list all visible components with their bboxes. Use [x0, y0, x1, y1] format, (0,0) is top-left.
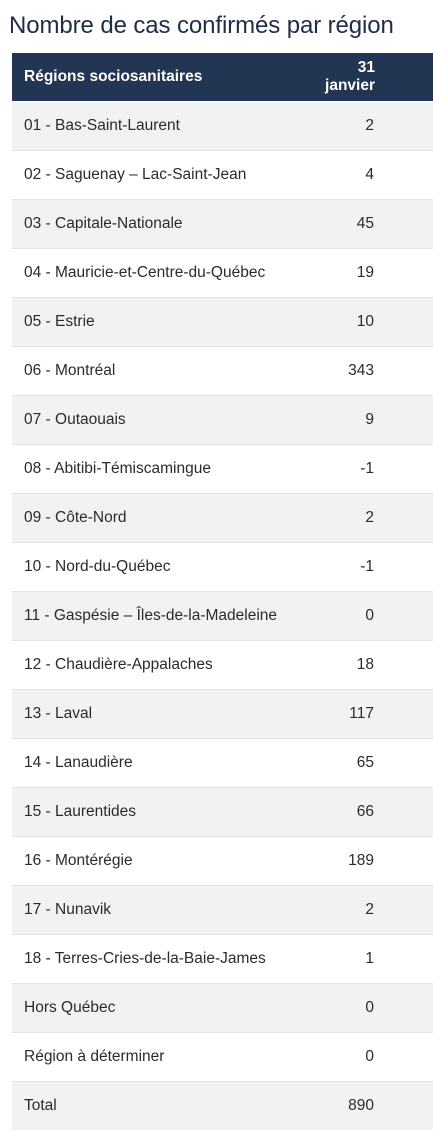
case-count-cell: 2: [312, 493, 433, 543]
region-name-cell: Total: [12, 1081, 312, 1130]
table-row: 09 - Côte-Nord 2: [12, 493, 433, 543]
table-body: 01 - Bas-Saint-Laurent 2 02 - Saguenay – L…: [12, 101, 433, 1130]
table-row: 14 - Lanaudière 65: [12, 738, 433, 788]
case-count-cell: 18: [312, 640, 433, 690]
table-row: 18 - Terres-Cries-de-la-Baie-James 1: [12, 934, 433, 984]
table-row: 02 - Saguenay – Lac-Saint-Jean 4: [12, 150, 433, 200]
table-row: 12 - Chaudière-Appalaches 18: [12, 640, 433, 690]
region-name-cell: 18 - Terres-Cries-de-la-Baie-James: [12, 934, 312, 984]
case-count-cell: 0: [312, 983, 433, 1033]
case-count-cell: 189: [312, 836, 433, 886]
region-name-cell: 17 - Nunavik: [12, 885, 312, 935]
case-count-cell: 343: [312, 346, 433, 396]
region-name-cell: 12 - Chaudière-Appalaches: [12, 640, 312, 690]
case-count-cell: 117: [312, 689, 433, 739]
cases-table-container: Régions sociosanitaires 31 janvier 01 - …: [12, 53, 433, 1130]
table-row: 05 - Estrie 10: [12, 297, 433, 347]
table-row: 11 - Gaspésie – Îles-de-la-Madeleine 0: [12, 591, 433, 641]
region-name-cell: 14 - Lanaudière: [12, 738, 312, 788]
case-count-cell: 2: [312, 885, 433, 935]
region-name-cell: Hors Québec: [12, 983, 312, 1033]
case-count-cell: -1: [312, 542, 433, 592]
region-name-cell: 08 - Abitibi-Témiscamingue: [12, 444, 312, 494]
region-name-cell: 15 - Laurentides: [12, 787, 312, 837]
case-count-cell: 45: [312, 199, 433, 249]
case-count-cell: 65: [312, 738, 433, 788]
region-name-cell: 10 - Nord-du-Québec: [12, 542, 312, 592]
case-count-cell: -1: [312, 444, 433, 494]
table-row: 16 - Montérégie 189: [12, 836, 433, 886]
column-header-region[interactable]: Régions sociosanitaires: [12, 53, 312, 102]
table-row: Région à déterminer 0: [12, 1032, 433, 1082]
table-header: Régions sociosanitaires 31 janvier: [12, 53, 433, 102]
region-name-cell: 02 - Saguenay – Lac-Saint-Jean: [12, 150, 312, 200]
region-name-cell: 01 - Bas-Saint-Laurent: [12, 101, 312, 151]
region-name-cell: 03 - Capitale-Nationale: [12, 199, 312, 249]
table-row: 06 - Montréal 343: [12, 346, 433, 396]
case-count-cell: 2: [312, 101, 433, 151]
table-row: 08 - Abitibi-Témiscamingue -1: [12, 444, 433, 494]
region-name-cell: 09 - Côte-Nord: [12, 493, 312, 543]
table-row: 01 - Bas-Saint-Laurent 2: [12, 101, 433, 151]
region-name-cell: 05 - Estrie: [12, 297, 312, 347]
table-row: 07 - Outaouais 9: [12, 395, 433, 445]
table-row: 17 - Nunavik 2: [12, 885, 433, 935]
table-header-row: Régions sociosanitaires 31 janvier: [12, 53, 433, 102]
case-count-cell: 0: [312, 1032, 433, 1082]
table-row: 15 - Laurentides 66: [12, 787, 433, 837]
case-count-cell: 1: [312, 934, 433, 984]
table-row: 10 - Nord-du-Québec -1: [12, 542, 433, 592]
table-row: 04 - Mauricie-et-Centre-du-Québec 19: [12, 248, 433, 298]
region-name-cell: 11 - Gaspésie – Îles-de-la-Madeleine: [12, 591, 312, 641]
case-count-cell: 0: [312, 591, 433, 641]
region-name-cell: 13 - Laval: [12, 689, 312, 739]
column-header-date[interactable]: 31 janvier: [312, 53, 433, 102]
table-row: 03 - Capitale-Nationale 45: [12, 199, 433, 249]
region-name-cell: 07 - Outaouais: [12, 395, 312, 445]
case-count-cell: 10: [312, 297, 433, 347]
page-title: Nombre de cas confirmés par région: [9, 12, 394, 39]
case-count-cell: 4: [312, 150, 433, 200]
case-count-cell: 66: [312, 787, 433, 837]
case-count-cell: 890: [312, 1081, 433, 1130]
region-name-cell: 06 - Montréal: [12, 346, 312, 396]
region-name-cell: Région à déterminer: [12, 1032, 312, 1082]
cases-by-region-table: Régions sociosanitaires 31 janvier 01 - …: [12, 53, 433, 1130]
case-count-cell: 19: [312, 248, 433, 298]
region-name-cell: 04 - Mauricie-et-Centre-du-Québec: [12, 248, 312, 298]
table-row: 13 - Laval 117: [12, 689, 433, 739]
table-row: Hors Québec 0: [12, 983, 433, 1033]
region-name-cell: 16 - Montérégie: [12, 836, 312, 886]
table-row: Total 890: [12, 1081, 433, 1130]
case-count-cell: 9: [312, 395, 433, 445]
